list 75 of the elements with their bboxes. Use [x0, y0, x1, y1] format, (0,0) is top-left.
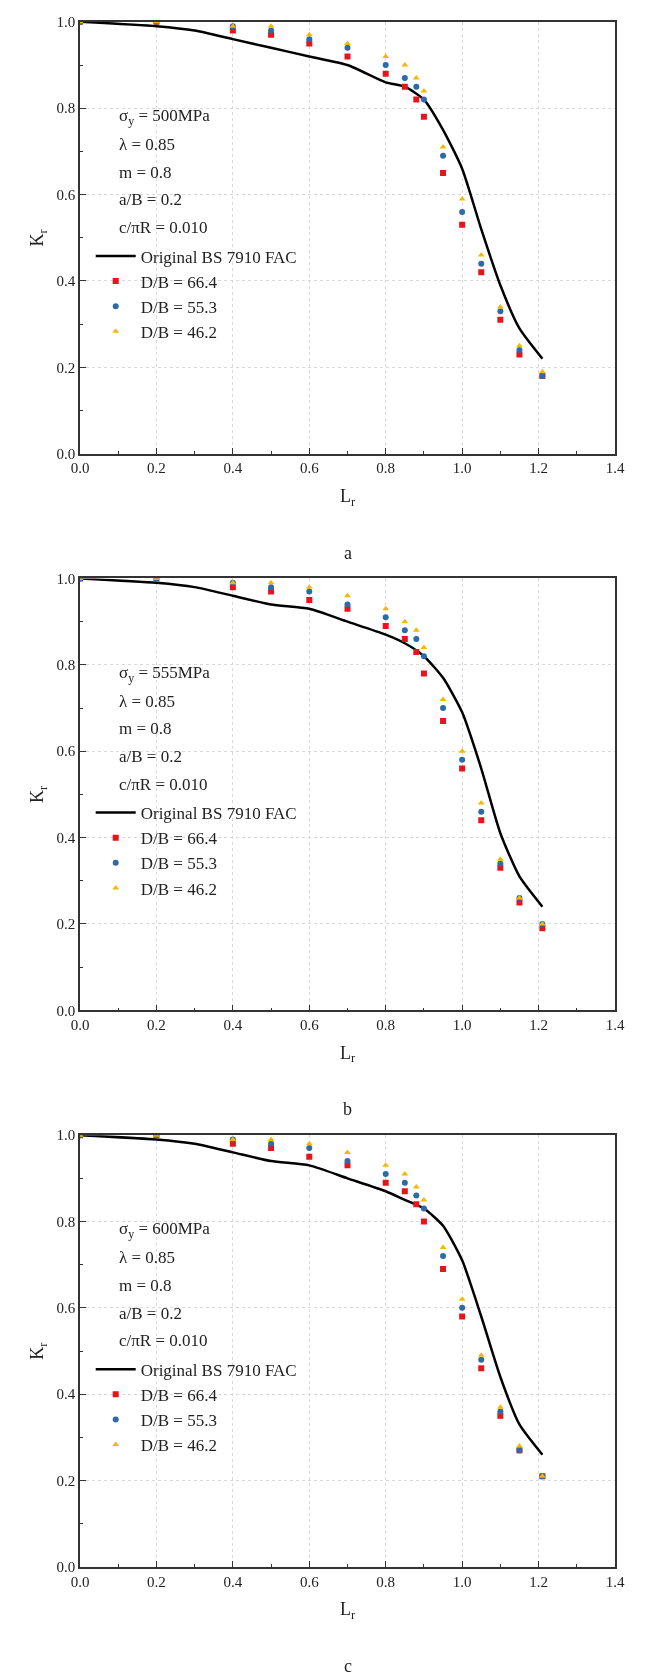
annotation: σ$_{y}$ = 555MPa: [119, 663, 211, 685]
x-tick-label: 0.8: [376, 460, 396, 477]
x-tick-label: 1.2: [529, 1017, 548, 1034]
x-tick-label: 0.0: [70, 1573, 90, 1590]
x-tick-label: 1.4: [605, 460, 625, 477]
x-tick-label: 0.4: [223, 1017, 243, 1034]
annotation: λ = 0.85: [119, 135, 176, 154]
y-tick-label: 0.6: [56, 1300, 76, 1317]
x-tick-label: 0.8: [376, 1017, 396, 1034]
y-tick-label: 1.0: [56, 570, 76, 587]
text: b: [343, 1099, 352, 1119]
y-tick-label: 0.4: [56, 1386, 76, 1403]
x-tick-label: 1.2: [529, 460, 548, 477]
y-tick-label: 0.4: [56, 829, 76, 846]
y-tick-label: 0.6: [56, 743, 76, 760]
x-axis-title: L$_{r}$: [339, 486, 356, 509]
x-tick-label: 1.0: [452, 1017, 472, 1034]
x-tick-label: 0.0: [70, 1017, 90, 1034]
x-tick-label: 1.0: [452, 460, 472, 477]
legend-label: D/B = 66.4: [140, 272, 218, 292]
x-tick-label: 0.2: [147, 460, 166, 477]
y-tick-label: 1.0: [56, 1127, 76, 1144]
x-tick-label: 0.8: [376, 1573, 396, 1590]
annotation: m = 0.8: [119, 163, 172, 182]
x-tick-label: 0.2: [147, 1017, 166, 1034]
annotation: λ = 0.85: [119, 1248, 176, 1267]
legend-label: Original BS 7910 FAC: [140, 247, 297, 267]
y-tick-label: 0.6: [56, 186, 76, 203]
legend-label: Original BS 7910 FAC: [140, 1360, 297, 1380]
annotation: m = 0.8: [119, 719, 172, 738]
annotation: c/πR = 0.010: [119, 1331, 208, 1350]
annotation: a/B = 0.2: [119, 1304, 182, 1323]
y-tick-label: 0.8: [56, 657, 76, 674]
legend-label: D/B = 66.4: [140, 1385, 218, 1405]
y-tick-label: 0.8: [56, 1213, 76, 1230]
y-tick-label: 0.2: [56, 916, 76, 933]
legend-label: D/B = 66.4: [140, 829, 218, 849]
x-tick-label: 1.0: [452, 1573, 472, 1590]
x-tick-label: 0.4: [223, 460, 243, 477]
text: c: [344, 1656, 352, 1675]
annotation: σ$_{y}$ = 600MPa: [119, 1219, 211, 1241]
y-tick-label: 0.4: [56, 273, 76, 290]
x-tick-label: 0.6: [299, 460, 320, 477]
annotation: m = 0.8: [119, 1276, 172, 1295]
legend-label: D/B = 46.2: [140, 322, 217, 342]
x-tick-label: 0.6: [299, 1017, 320, 1034]
x-tick-label: 1.2: [529, 1573, 548, 1590]
legend-label: Original BS 7910 FAC: [140, 804, 297, 824]
legend-label: D/B = 46.2: [140, 1436, 217, 1456]
x-tick-label: 1.4: [605, 1017, 625, 1034]
x-axis-title: L$_{r}$: [339, 1042, 356, 1066]
y-tick-label: 0.2: [56, 1472, 76, 1489]
legend-label: D/B = 46.2: [140, 879, 217, 899]
annotation: c/πR = 0.010: [119, 775, 208, 794]
y-tick-label: 0.0: [56, 445, 76, 462]
annotation: c/πR = 0.010: [119, 218, 208, 237]
legend-label: D/B = 55.3: [140, 854, 217, 874]
y-tick-label: 0.8: [56, 100, 76, 117]
annotation: a/B = 0.2: [119, 190, 182, 209]
text: a: [344, 543, 352, 563]
y-tick-label: 0.0: [56, 1002, 76, 1019]
annotation: λ = 0.85: [119, 692, 176, 711]
legend-label: D/B = 55.3: [140, 1411, 217, 1431]
x-tick-label: 0.2: [147, 1573, 166, 1590]
y-tick-label: 0.2: [56, 359, 76, 376]
y-tick-label: 1.0: [56, 14, 76, 31]
annotation: σ$_{y}$ = 500MPa: [119, 106, 211, 128]
y-tick-label: 0.0: [56, 1559, 76, 1576]
x-axis-title: L$_{r}$: [339, 1599, 356, 1623]
x-tick-label: 1.4: [605, 1573, 625, 1590]
annotation: a/B = 0.2: [119, 747, 182, 766]
x-tick-label: 0.4: [223, 1573, 243, 1590]
x-tick-label: 0.0: [70, 460, 90, 477]
x-tick-label: 0.6: [299, 1573, 320, 1590]
legend-label: D/B = 55.3: [140, 297, 217, 317]
